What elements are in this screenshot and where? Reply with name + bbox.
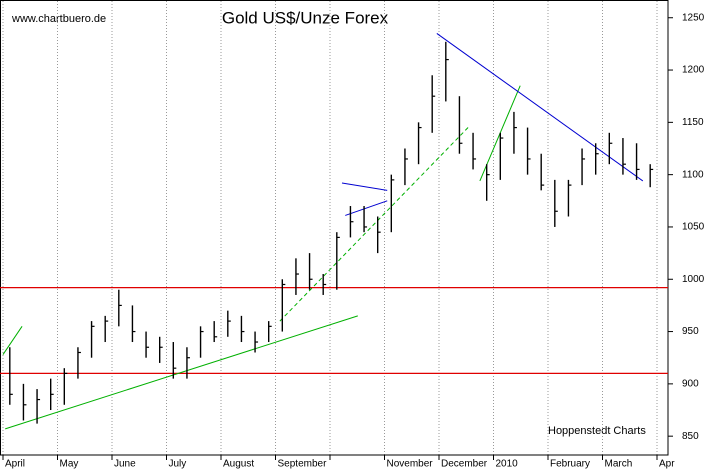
x-tick-label: 2010 <box>496 459 519 470</box>
chart-title: Gold US$/Unze Forex <box>222 8 389 27</box>
x-tick-label: August <box>223 459 254 470</box>
trend-line <box>345 200 388 216</box>
source-label: www.chartbuero.de <box>11 13 106 25</box>
trend-line <box>436 33 644 182</box>
y-tick-label: 1050 <box>682 222 705 233</box>
y-tick-label: 1000 <box>682 274 705 285</box>
y-tick-label: 1100 <box>682 169 704 180</box>
trend-line <box>279 125 471 322</box>
x-tick-label: April <box>5 459 25 470</box>
y-tick-label: 1150 <box>682 117 704 128</box>
y-tick-label: 950 <box>682 326 699 337</box>
x-tick-label: December <box>441 459 488 470</box>
x-tick-label: September <box>278 459 328 470</box>
credit-label: Hoppenstedt Charts <box>548 425 646 437</box>
y-tick-label: 1200 <box>682 65 705 76</box>
x-tick-label: July <box>169 459 187 470</box>
y-tick-label: 1250 <box>682 12 705 23</box>
trend-line <box>341 182 388 191</box>
y-tick-label: 900 <box>682 379 699 390</box>
x-tick-label: Apr <box>659 459 675 470</box>
y-tick-label: 850 <box>682 431 699 442</box>
x-tick-label: June <box>114 459 136 470</box>
x-tick-label: March <box>605 459 633 470</box>
plot-frame <box>0 0 669 456</box>
x-tick-label: November <box>387 459 434 470</box>
trend-line <box>5 315 358 430</box>
trend-line <box>2 326 23 355</box>
x-tick-label: May <box>60 459 79 470</box>
x-tick-label: February <box>550 459 590 470</box>
